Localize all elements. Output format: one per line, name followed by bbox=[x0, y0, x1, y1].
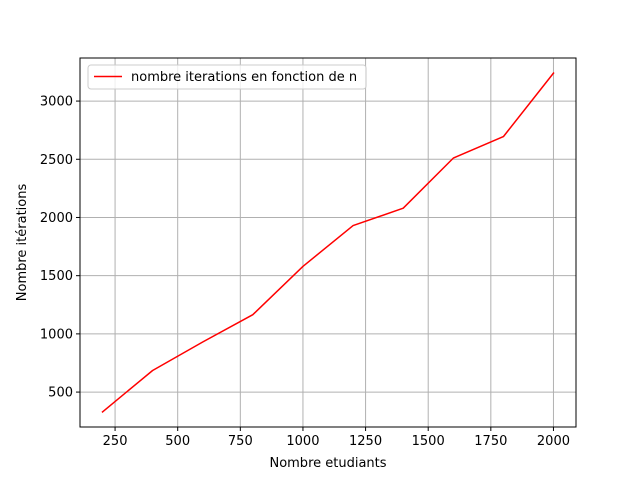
axis-ticks: 250 500 750 1000 1250 1500 1750 2000 500 1000 1500… bbox=[40, 95, 570, 449]
series-line bbox=[101, 72, 555, 413]
plot-frame bbox=[79, 57, 577, 428]
y-tick-label: 2000 bbox=[40, 211, 73, 226]
x-tick-label: 1000 bbox=[286, 434, 319, 449]
x-tick-label: 2000 bbox=[537, 434, 570, 449]
y-tick-label: 1000 bbox=[40, 327, 73, 342]
x-tick-label: 1250 bbox=[349, 434, 382, 449]
y-tick-label: 1500 bbox=[40, 269, 73, 284]
legend-box bbox=[87, 64, 367, 90]
legend: nombre iterations en fonction de n bbox=[87, 64, 367, 90]
series-layer bbox=[101, 72, 555, 413]
grid-lines bbox=[80, 58, 576, 427]
x-tick-label: 500 bbox=[165, 434, 190, 449]
x-tick-label: 1750 bbox=[474, 434, 507, 449]
y-axis-label: Nombre itérations bbox=[15, 184, 30, 302]
x-tick-label: 750 bbox=[228, 434, 253, 449]
x-axis-label: Nombre etudiants bbox=[269, 456, 386, 471]
x-tick-label: 1500 bbox=[412, 434, 445, 449]
y-tick-label: 2500 bbox=[40, 153, 73, 168]
y-tick-label: 3000 bbox=[40, 95, 73, 110]
legend-label: nombre iterations en fonction de n bbox=[131, 70, 357, 85]
y-tick-label: 500 bbox=[48, 386, 73, 401]
x-tick-label: 250 bbox=[103, 434, 128, 449]
